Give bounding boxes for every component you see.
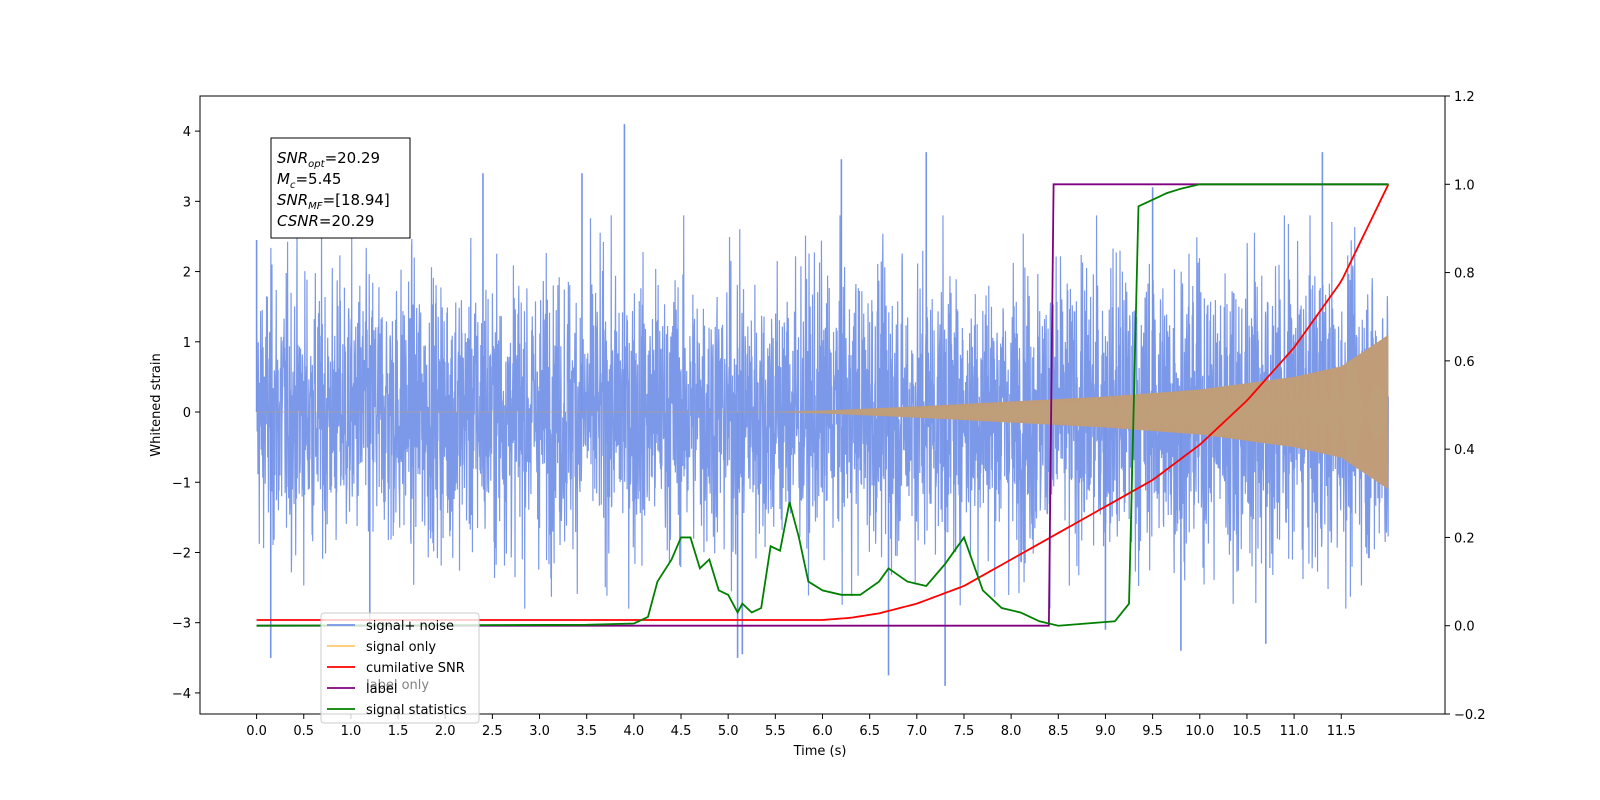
legend: label only signal+ noise signal only cumila… xyxy=(320,612,480,724)
y-tick-label: −1 xyxy=(172,476,191,491)
x-tick-label: 10.0 xyxy=(1185,724,1214,739)
x-tick-label: 7.0 xyxy=(906,724,927,739)
x-tick-label: 5.0 xyxy=(718,724,739,739)
y-tick-label: −2 xyxy=(172,546,191,561)
annotation-box-frame xyxy=(270,137,411,239)
x-tick-label: 8.5 xyxy=(1048,724,1069,739)
x-tick-label: 5.5 xyxy=(765,724,786,739)
legend-label: signal+ noise xyxy=(366,619,454,634)
legend-frame xyxy=(320,612,480,724)
annotation-line: SNRMF=[18.94] xyxy=(277,191,390,212)
y-tick-label: −4 xyxy=(172,687,191,702)
x-tick-label: 11.0 xyxy=(1280,724,1309,739)
x-tick-label: 6.0 xyxy=(812,724,833,739)
y2-tick-label: 0.2 xyxy=(1454,531,1475,546)
x-tick-label: 8.0 xyxy=(1001,724,1022,739)
legend-label: cumilative SNR xyxy=(366,661,465,676)
annotation-box: SNRopt=20.29Mc=5.45SNRMF=[18.94]CSNR=20.… xyxy=(270,137,411,239)
x-tick-label: 2.5 xyxy=(482,724,503,739)
x-tick-label: 4.5 xyxy=(671,724,692,739)
x-tick-label: 2.0 xyxy=(435,724,456,739)
legend-label: signal only xyxy=(366,640,436,655)
y2-tick-label: 0.0 xyxy=(1454,620,1475,635)
annotation-line: CSNR=20.29 xyxy=(277,212,374,230)
x-tick-label: 9.0 xyxy=(1095,724,1116,739)
annotation-line: SNRopt=20.29 xyxy=(277,149,380,170)
series-signal-statistics xyxy=(256,183,1389,627)
x-tick-label: 1.5 xyxy=(388,724,409,739)
y-tick-label: 0 xyxy=(183,406,191,421)
x-tick-label: 0.5 xyxy=(293,724,314,739)
legend-label: label xyxy=(366,682,397,697)
y2-tick-label: 0.6 xyxy=(1454,355,1475,370)
series-signal-noise-spikes xyxy=(255,124,1324,686)
y-tick-label: 1 xyxy=(183,336,191,351)
y-tick-label: 4 xyxy=(183,125,191,140)
x-tick-label: 9.5 xyxy=(1142,724,1163,739)
y2-tick-label: 1.2 xyxy=(1454,90,1475,105)
x-axis-label: Time (s) xyxy=(793,744,847,759)
y-axis-label: Whitened strain xyxy=(149,353,164,456)
legend-label: signal statistics xyxy=(366,703,467,718)
x-tick-label: 4.0 xyxy=(624,724,645,739)
y-tick-label: 3 xyxy=(183,195,191,210)
series-signal-only xyxy=(256,360,1389,464)
y2-tick-label: 0.8 xyxy=(1454,267,1475,282)
y2-tick-label: 1.0 xyxy=(1454,178,1475,193)
y-tick-label: 2 xyxy=(183,266,191,281)
x-tick-label: 3.0 xyxy=(529,724,550,739)
x-axis: 0.0 0.5 1.0 1.5 2.0 2.5 3.0 3.5 4.0 4.5 5.0 5.5 6.0 6… xyxy=(246,714,1356,739)
y-axis-left: −4 −3 −2 −1 0 1 2 3 4 xyxy=(172,125,200,702)
series-layer xyxy=(255,124,1390,686)
annotation-line: Mc=5.45 xyxy=(277,170,341,191)
y-axis-right: −0.2 0.0 0.2 0.4 0.6 0.8 1.0 1.2 xyxy=(1445,90,1486,723)
y-tick-label: −3 xyxy=(172,617,191,632)
y2-tick-label: 0.4 xyxy=(1454,443,1475,458)
x-tick-label: 1.0 xyxy=(341,724,362,739)
x-tick-label: 3.5 xyxy=(576,724,597,739)
legend-ghost-text: label only xyxy=(366,678,429,693)
x-tick-label: 11.5 xyxy=(1327,724,1356,739)
x-tick-label: 6.5 xyxy=(859,724,880,739)
x-tick-label: 7.5 xyxy=(954,724,975,739)
x-tick-label: 10.5 xyxy=(1232,724,1261,739)
y2-tick-label: −0.2 xyxy=(1454,708,1486,723)
x-tick-label: 0.0 xyxy=(246,724,267,739)
